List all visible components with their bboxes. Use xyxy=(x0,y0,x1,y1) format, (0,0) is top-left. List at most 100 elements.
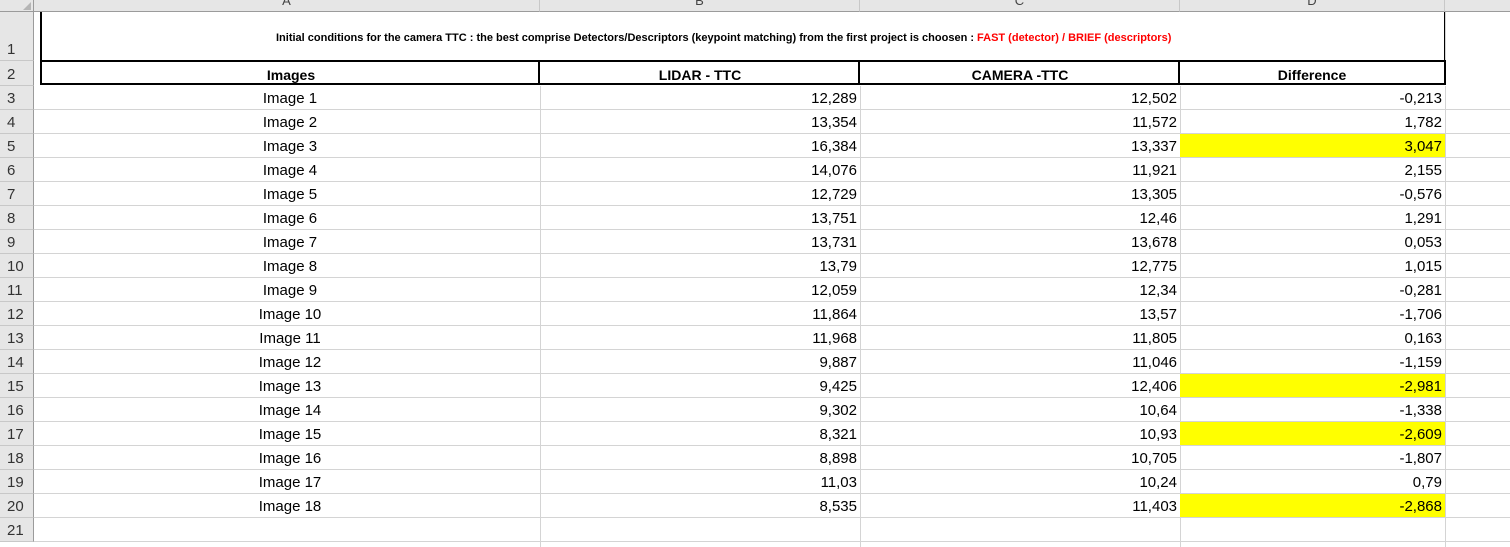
cell-lidar-ttc[interactable]: 12,729 xyxy=(811,186,857,203)
cell-lidar-ttc[interactable]: 12,059 xyxy=(811,282,857,299)
row-header[interactable]: 10 xyxy=(0,254,34,278)
cell-difference[interactable]: -0,576 xyxy=(1399,186,1442,203)
cell-image[interactable]: Image 15 xyxy=(258,426,322,443)
cell-camera-ttc[interactable]: 12,46 xyxy=(1139,210,1177,227)
cell-lidar-ttc[interactable]: 9,887 xyxy=(819,354,857,371)
cell-difference[interactable]: 3,047 xyxy=(1180,134,1445,157)
cell-camera-ttc[interactable]: 13,57 xyxy=(1139,306,1177,323)
cell-image[interactable]: Image 13 xyxy=(258,378,322,395)
cell-difference[interactable]: -2,609 xyxy=(1180,422,1445,445)
cell-lidar-ttc[interactable]: 16,384 xyxy=(811,138,857,155)
row-header[interactable]: 4 xyxy=(0,110,34,134)
cell-image[interactable]: Image 6 xyxy=(262,210,318,227)
row-header[interactable]: 20 xyxy=(0,494,34,518)
cell-image[interactable]: Image 3 xyxy=(262,138,318,155)
cell-image[interactable]: Image 7 xyxy=(262,234,318,251)
cell-image[interactable]: Image 11 xyxy=(259,330,321,347)
cell-difference[interactable]: -0,213 xyxy=(1399,90,1442,107)
cell-lidar-ttc[interactable]: 8,321 xyxy=(819,426,857,443)
row-header[interactable]: 3 xyxy=(0,86,34,110)
row-header[interactable]: 19 xyxy=(0,470,34,494)
cell-camera-ttc[interactable]: 13,678 xyxy=(1131,234,1177,251)
cell-difference[interactable]: 1,015 xyxy=(1404,258,1442,275)
row-header[interactable]: 11 xyxy=(0,278,34,302)
row-header[interactable]: 17 xyxy=(0,422,34,446)
cell-lidar-ttc[interactable]: 13,751 xyxy=(811,210,857,227)
cell-image[interactable]: Image 12 xyxy=(258,354,322,371)
cell-image[interactable]: Image 14 xyxy=(258,402,322,419)
column-header-d[interactable]: D xyxy=(1180,0,1445,12)
cell-image[interactable]: Image 17 xyxy=(258,474,322,491)
row-header[interactable]: 9 xyxy=(0,230,34,254)
cell-camera-ttc[interactable]: 11,805 xyxy=(1132,330,1177,347)
cell-lidar-ttc[interactable]: 11,968 xyxy=(812,330,857,347)
cell-camera-ttc[interactable]: 10,93 xyxy=(1139,426,1177,443)
cell-camera-ttc[interactable]: 11,403 xyxy=(1132,498,1177,515)
cell-lidar-ttc[interactable]: 11,03 xyxy=(820,474,857,491)
cell-lidar-ttc[interactable]: 9,425 xyxy=(819,378,857,395)
cell-lidar-ttc[interactable]: 8,898 xyxy=(819,450,857,467)
cell-difference[interactable]: -1,807 xyxy=(1399,450,1442,467)
header-difference[interactable]: Difference xyxy=(1178,60,1446,85)
cell-image[interactable]: Image 16 xyxy=(258,450,322,467)
cell-camera-ttc[interactable]: 12,34 xyxy=(1139,282,1177,299)
row-header[interactable]: 15 xyxy=(0,374,34,398)
row-header[interactable]: 14 xyxy=(0,350,34,374)
cell-camera-ttc[interactable]: 11,046 xyxy=(1132,354,1177,371)
cell-lidar-ttc[interactable]: 13,731 xyxy=(811,234,857,251)
row-header[interactable]: 1 xyxy=(0,12,34,61)
cell-lidar-ttc[interactable]: 9,302 xyxy=(819,402,857,419)
cell-difference[interactable]: -2,981 xyxy=(1180,374,1445,397)
cell-image[interactable]: Image 4 xyxy=(262,162,318,179)
cell-camera-ttc[interactable]: 12,502 xyxy=(1131,90,1177,107)
cell-difference[interactable]: -1,159 xyxy=(1399,354,1442,371)
cell-image[interactable]: Image 2 xyxy=(262,114,318,131)
cell-camera-ttc[interactable]: 12,406 xyxy=(1131,378,1177,395)
cell-difference[interactable]: 2,155 xyxy=(1404,162,1442,179)
cell-difference[interactable]: 0,053 xyxy=(1404,234,1442,251)
column-header-b[interactable]: B xyxy=(540,0,860,12)
cell-image[interactable]: Image 8 xyxy=(262,258,318,275)
cell-camera-ttc[interactable]: 10,64 xyxy=(1139,402,1177,419)
title-cell[interactable]: Initial conditions for the camera TTC : … xyxy=(40,12,1446,61)
row-header[interactable]: 7 xyxy=(0,182,34,206)
row-header[interactable]: 18 xyxy=(0,446,34,470)
cell-camera-ttc[interactable]: 11,572 xyxy=(1132,114,1177,131)
cell-difference[interactable]: 1,782 xyxy=(1404,114,1442,131)
cell-difference[interactable]: -0,281 xyxy=(1399,282,1442,299)
cell-camera-ttc[interactable]: 13,305 xyxy=(1131,186,1177,203)
header-camera-ttc[interactable]: CAMERA -TTC xyxy=(858,60,1180,85)
cell-lidar-ttc[interactable]: 11,864 xyxy=(812,306,857,323)
cell-lidar-ttc[interactable]: 13,354 xyxy=(811,114,857,131)
cell-difference[interactable]: 1,291 xyxy=(1404,210,1442,227)
cell-lidar-ttc[interactable]: 12,289 xyxy=(811,90,857,107)
row-header[interactable]: 12 xyxy=(0,302,34,326)
row-header[interactable]: 5 xyxy=(0,134,34,158)
cell-image[interactable]: Image 10 xyxy=(258,306,322,323)
cell-difference[interactable]: -1,706 xyxy=(1399,306,1442,323)
row-header[interactable]: 6 xyxy=(0,158,34,182)
header-images[interactable]: Images xyxy=(40,60,540,85)
row-header[interactable]: 2 xyxy=(0,61,34,86)
row-header[interactable]: 21 xyxy=(0,518,34,542)
column-header-c[interactable]: C xyxy=(860,0,1180,12)
cell-lidar-ttc[interactable]: 8,535 xyxy=(819,498,857,515)
header-lidar-ttc[interactable]: LIDAR - TTC xyxy=(538,60,860,85)
cell-difference[interactable]: -2,868 xyxy=(1180,494,1445,517)
select-all-corner[interactable] xyxy=(0,0,34,12)
column-header-e[interactable] xyxy=(1445,0,1510,12)
cell-camera-ttc[interactable]: 12,775 xyxy=(1131,258,1177,275)
cell-image[interactable]: Image 1 xyxy=(262,90,318,107)
cell-image[interactable]: Image 9 xyxy=(262,282,318,299)
cell-difference[interactable]: 0,79 xyxy=(1412,474,1442,491)
cell-camera-ttc[interactable]: 11,921 xyxy=(1132,162,1177,179)
cell-difference[interactable]: 0,163 xyxy=(1404,330,1442,347)
row-header[interactable]: 16 xyxy=(0,398,34,422)
cell-camera-ttc[interactable]: 13,337 xyxy=(1131,138,1177,155)
column-header-a[interactable]: A xyxy=(34,0,540,12)
cell-difference[interactable]: -1,338 xyxy=(1399,402,1442,419)
cell-camera-ttc[interactable]: 10,24 xyxy=(1139,474,1177,491)
cell-lidar-ttc[interactable]: 14,076 xyxy=(811,162,857,179)
cell-image[interactable]: Image 5 xyxy=(262,186,318,203)
cell-camera-ttc[interactable]: 10,705 xyxy=(1131,450,1177,467)
